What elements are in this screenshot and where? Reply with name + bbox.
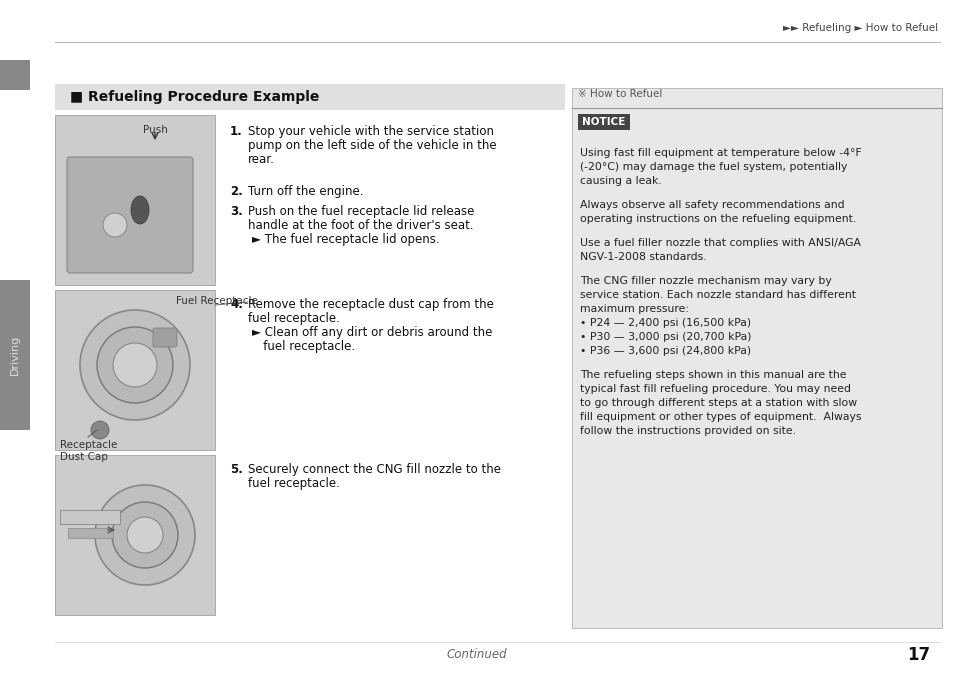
Text: Stop your vehicle with the service station: Stop your vehicle with the service stati… [248,125,494,138]
Text: rear.: rear. [248,153,274,166]
Text: ■ Refueling Procedure Example: ■ Refueling Procedure Example [70,90,319,104]
Text: maximum pressure:: maximum pressure: [579,304,688,314]
Text: 1.: 1. [230,125,242,138]
Text: handle at the foot of the driver's seat.: handle at the foot of the driver's seat. [248,219,473,232]
Text: fuel receptacle.: fuel receptacle. [248,477,339,490]
Circle shape [112,502,178,568]
Text: follow the instructions provided on site.: follow the instructions provided on site… [579,426,795,436]
Text: pump on the left side of the vehicle in the: pump on the left side of the vehicle in … [248,139,497,152]
Circle shape [112,343,157,387]
Bar [578,114,629,130]
Text: Fuel Receptacle: Fuel Receptacle [176,296,257,306]
Circle shape [127,517,163,553]
Text: Remove the receptacle dust cap from the: Remove the receptacle dust cap from the [248,298,494,311]
FancyBboxPatch shape [152,328,177,347]
Circle shape [80,310,190,420]
Bar [60,510,120,524]
Ellipse shape [131,196,149,224]
Text: • P30 — 3,000 psi (20,700 kPa): • P30 — 3,000 psi (20,700 kPa) [579,332,751,342]
Text: operating instructions on the refueling equipment.: operating instructions on the refueling … [579,214,856,224]
Text: Turn off the engine.: Turn off the engine. [248,185,363,198]
Text: causing a leak.: causing a leak. [579,176,661,186]
Text: The refueling steps shown in this manual are the: The refueling steps shown in this manual… [579,370,845,380]
Text: ► Clean off any dirt or debris around the: ► Clean off any dirt or debris around th… [252,326,492,339]
Bar [55,455,214,615]
Text: service station. Each nozzle standard has different: service station. Each nozzle standard ha… [579,290,855,300]
Text: Push on the fuel receptacle lid release: Push on the fuel receptacle lid release [248,205,474,218]
Circle shape [97,327,172,403]
Text: ► The fuel receptacle lid opens.: ► The fuel receptacle lid opens. [252,233,439,246]
Bar [55,84,564,110]
Text: Receptacle: Receptacle [60,440,117,450]
Text: Always observe all safety recommendations and: Always observe all safety recommendation… [579,200,843,210]
Text: Use a fuel filler nozzle that complies with ANSI/AGA: Use a fuel filler nozzle that complies w… [579,238,861,248]
Bar [0,280,30,430]
Text: Using fast fill equipment at temperature below -4°F: Using fast fill equipment at temperature… [579,148,861,158]
Bar [0,60,30,90]
Text: 17: 17 [906,646,929,664]
Circle shape [91,421,109,439]
Bar [68,528,112,538]
Text: The CNG filler nozzle mechanism may vary by: The CNG filler nozzle mechanism may vary… [579,276,831,286]
Text: to go through different steps at a station with slow: to go through different steps at a stati… [579,398,856,408]
Text: Dust Cap: Dust Cap [60,452,108,462]
Text: Driving: Driving [10,335,20,375]
Text: Continued: Continued [446,648,507,661]
Text: (-20°C) may damage the fuel system, potentially: (-20°C) may damage the fuel system, pote… [579,162,846,172]
Text: NOTICE: NOTICE [581,117,625,127]
Text: fill equipment or other types of equipment.  Always: fill equipment or other types of equipme… [579,412,861,422]
Text: fuel receptacle.: fuel receptacle. [248,312,339,325]
Text: Push: Push [142,125,168,135]
Text: 3.: 3. [230,205,242,218]
Bar [572,88,941,628]
Bar [55,290,214,450]
Text: 2.: 2. [230,185,242,198]
Circle shape [95,485,194,585]
FancyBboxPatch shape [67,157,193,273]
Text: 4.: 4. [230,298,243,311]
Text: fuel receptacle.: fuel receptacle. [252,340,355,353]
Circle shape [103,213,127,237]
Text: ►► Refueling ► How to Refuel: ►► Refueling ► How to Refuel [782,23,937,33]
Text: • P24 — 2,400 psi (16,500 kPa): • P24 — 2,400 psi (16,500 kPa) [579,318,750,328]
Text: ※ How to Refuel: ※ How to Refuel [578,89,661,99]
Bar [55,115,214,285]
Text: 5.: 5. [230,463,243,476]
Text: Securely connect the CNG fill nozzle to the: Securely connect the CNG fill nozzle to … [248,463,500,476]
Text: typical fast fill refueling procedure. You may need: typical fast fill refueling procedure. Y… [579,384,850,394]
Text: NGV-1-2008 standards.: NGV-1-2008 standards. [579,252,706,262]
Text: • P36 — 3,600 psi (24,800 kPa): • P36 — 3,600 psi (24,800 kPa) [579,346,750,356]
